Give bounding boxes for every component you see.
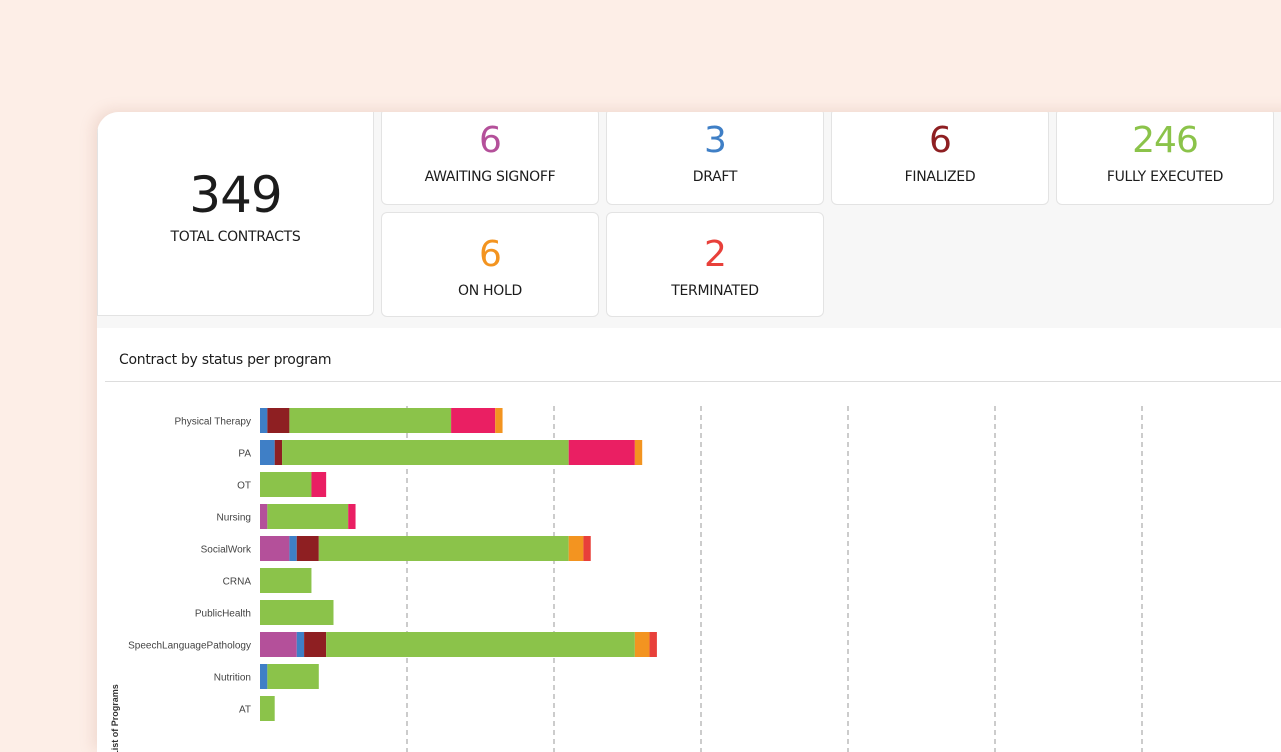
category-label: AT xyxy=(239,705,251,716)
bar-segment xyxy=(260,696,275,721)
dashboard-panel: 349 TOTAL CONTRACTS 6 AWAITING SIGNOFF 3… xyxy=(97,112,1281,752)
total-contracts-card[interactable]: 349 TOTAL CONTRACTS xyxy=(97,112,374,316)
bar-segment xyxy=(289,408,452,433)
status-card-finalized[interactable]: 6 FINALIZED xyxy=(831,112,1049,205)
category-label: SocialWork xyxy=(201,545,252,556)
category-label: Nutrition xyxy=(214,673,251,684)
bar-segment xyxy=(267,504,349,529)
bar-segment xyxy=(495,408,503,433)
chart-divider xyxy=(105,381,1281,382)
category-label: Physical Therapy xyxy=(174,417,251,428)
bar-segment xyxy=(296,632,305,657)
status-label: DRAFT xyxy=(692,169,738,185)
status-count: 6 xyxy=(479,120,502,161)
status-label: ON HOLD xyxy=(458,283,522,299)
status-count: 6 xyxy=(479,234,502,275)
bar-segment xyxy=(583,536,591,561)
bar-segment xyxy=(267,664,319,689)
bar-segment xyxy=(274,440,283,465)
bar-segment xyxy=(282,440,569,465)
status-card-awaiting-signoff[interactable]: 6 AWAITING SIGNOFF xyxy=(381,112,599,205)
bar-segment xyxy=(296,536,319,561)
bar-segment xyxy=(289,536,297,561)
status-card-terminated[interactable]: 2 TERMINATED xyxy=(606,212,824,317)
chart-title: Contract by status per program xyxy=(119,352,332,368)
status-label: AWAITING SIGNOFF xyxy=(424,169,556,185)
category-label: OT xyxy=(237,481,251,492)
status-card-on-hold[interactable]: 6 ON HOLD xyxy=(381,212,599,317)
category-label: CRNA xyxy=(223,577,252,588)
status-count: 2 xyxy=(704,234,727,275)
bar-segment xyxy=(260,408,268,433)
bar-segment xyxy=(311,472,327,497)
bar-segment xyxy=(568,440,635,465)
status-label: FINALIZED xyxy=(904,169,976,185)
bar-segment xyxy=(326,632,635,657)
category-label: SpeechLanguagePathology xyxy=(128,641,251,652)
bar-segment xyxy=(260,536,290,561)
bar-segment xyxy=(260,440,275,465)
bar-segment xyxy=(267,408,290,433)
status-count: 6 xyxy=(929,120,952,161)
status-label: TERMINATED xyxy=(671,283,759,299)
bar-segment xyxy=(260,632,297,657)
status-count: 3 xyxy=(704,120,727,161)
total-contracts-value: 349 xyxy=(189,166,282,224)
stacked-bar-chart: List of Programs Physical Therapy PA OT Nurs… xyxy=(110,406,1143,752)
category-label: Nursing xyxy=(217,513,251,524)
bar-segment xyxy=(634,440,643,465)
chart-section: Contract by status per program List of P… xyxy=(97,328,1281,752)
bar-segment xyxy=(451,408,496,433)
category-label: PA xyxy=(238,449,251,460)
bar-segment xyxy=(260,568,312,593)
bar-segment xyxy=(634,632,650,657)
category-label: PublicHealth xyxy=(195,609,251,620)
status-card-draft[interactable]: 3 DRAFT xyxy=(606,112,824,205)
bar-segment xyxy=(348,504,356,529)
status-count: 246 xyxy=(1132,120,1199,161)
bar-segment xyxy=(649,632,657,657)
bar-segment xyxy=(304,632,327,657)
bar-segment xyxy=(260,600,334,625)
y-axis-title: List of Programs xyxy=(110,684,120,752)
bar-segment xyxy=(260,664,268,689)
bar-segment xyxy=(568,536,584,561)
bar-segment xyxy=(318,536,569,561)
total-contracts-label: TOTAL CONTRACTS xyxy=(170,229,301,245)
status-card-fully-executed[interactable]: 246 FULLY EXECUTED xyxy=(1056,112,1274,205)
status-label: FULLY EXECUTED xyxy=(1106,169,1224,185)
bar-segment xyxy=(260,504,268,529)
bar-segment xyxy=(260,472,312,497)
